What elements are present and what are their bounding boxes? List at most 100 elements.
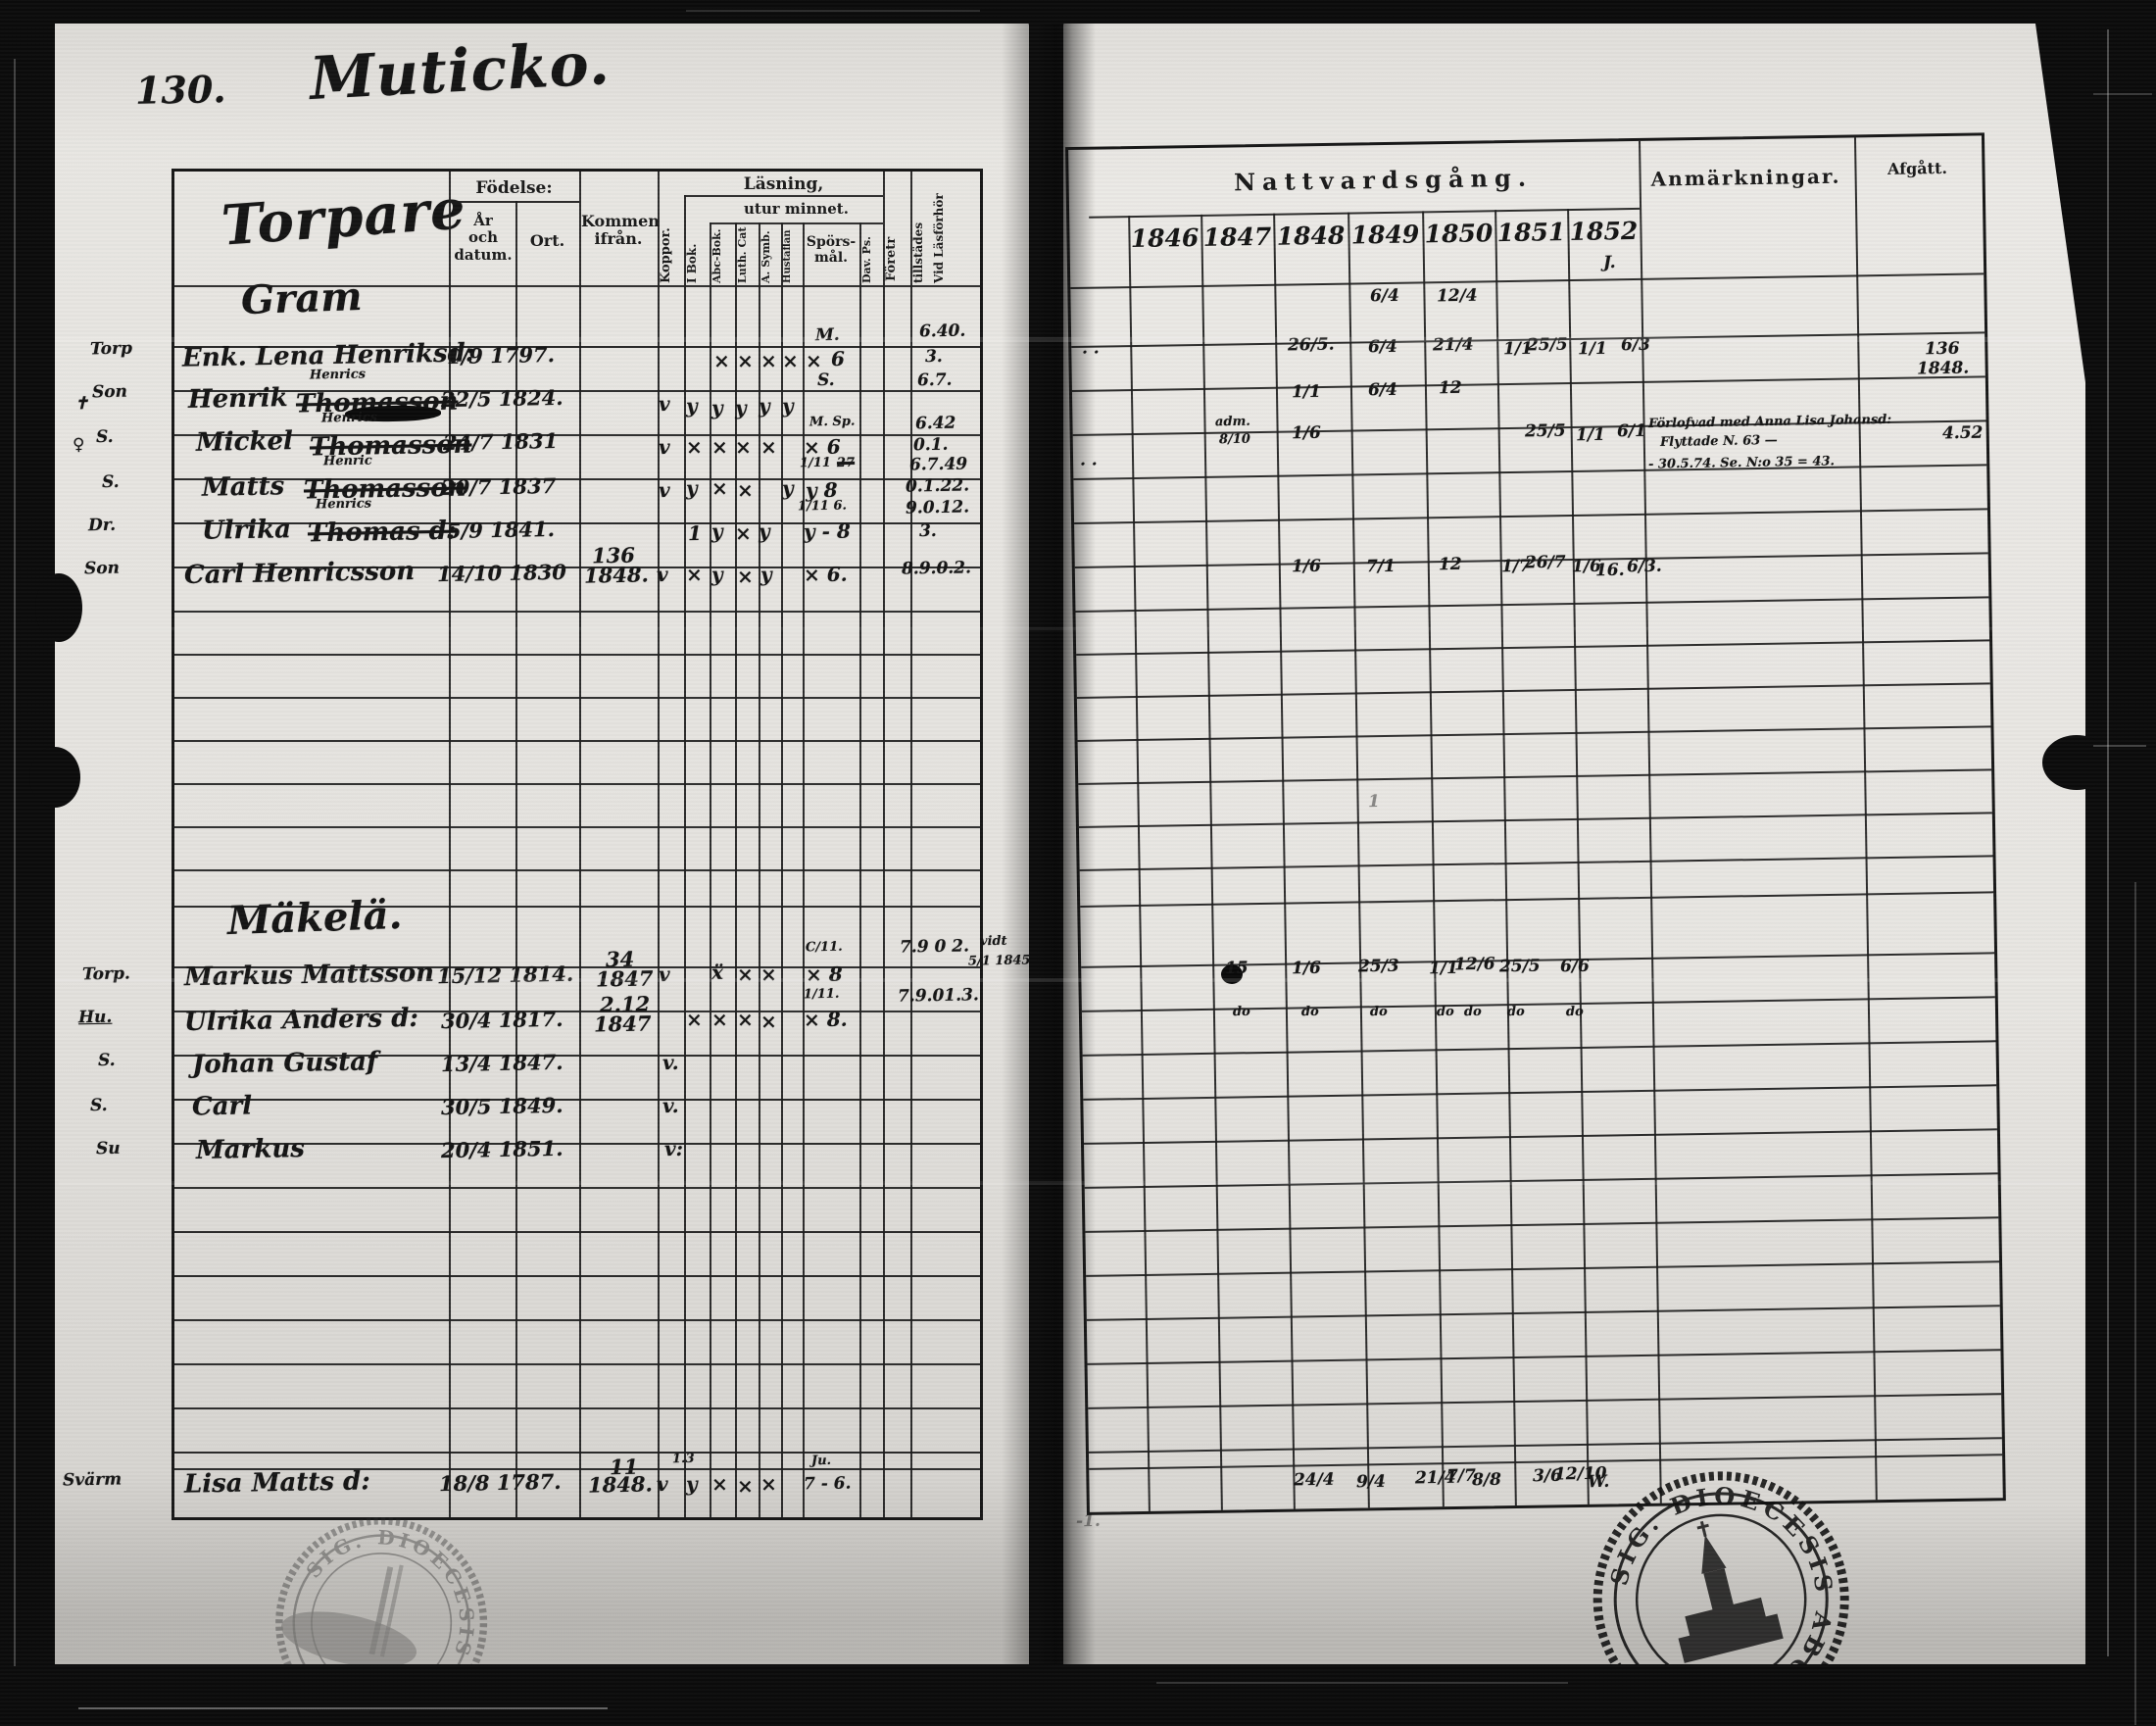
name-correction: Henrics [320,410,378,426]
scratch-line [14,59,16,1666]
grid-line [174,654,980,656]
communion-date: 25/5 [1526,334,1568,356]
handwritten-entry: ẍ [710,960,724,985]
communion-date: 12 [1438,554,1462,575]
handwritten-entry: v [658,391,670,417]
name-correction: Henric [322,453,372,469]
stamp-church-icon [1678,1520,1784,1663]
grid-line [449,201,579,203]
stamp-church-tower [379,1564,404,1657]
handwritten-entry: v. [662,1093,679,1118]
scratch-line [686,10,980,12]
communion-date: 21/4 [1432,334,1474,356]
grid-line [174,1055,980,1057]
handwritten-entry: × [736,348,754,373]
person-name-struck: Thomas d: [307,516,457,549]
communion-date: 26/5. [1287,334,1335,356]
birth-date: 13/4 1847. [440,1049,564,1077]
grid-line [174,611,980,613]
handwritten-entry: × [736,1473,754,1499]
departed-note: 136 [1924,338,1960,360]
household-examination-table: Torpare Födelse: År och datum. Ort. Komm… [172,169,983,1520]
communion-date: 24/4 [1293,1469,1335,1491]
ditto-mark: do [1436,1004,1454,1020]
grid-line [579,172,581,1517]
grid-line [174,966,980,968]
exam-note: 6.7. [916,370,953,391]
exam-note: 3. [924,346,943,368]
grid-line [174,390,980,392]
handwritten-entry: y [685,1471,698,1497]
birth-date: 18/8 1787. [438,1468,562,1497]
communion-date: 6/3. [1626,556,1662,577]
grid-line [174,522,980,524]
handwritten-entry: × [685,434,703,460]
name-correction: Henrics [315,496,372,513]
grid-line [449,172,451,1517]
remark: Flyttade N. 63 — [1659,432,1778,451]
exam-note: 8.9.0.2. [901,558,972,579]
communion-date: 1/6 [1291,422,1322,444]
scratch-line [1156,1682,1568,1684]
communion-date: 15 [1224,958,1249,979]
handwritten-entry: y [758,518,770,544]
margin-title: Dr. [87,515,117,536]
binder-notch [29,747,80,808]
margin-title: Torp [89,338,133,360]
scan-border-left [0,0,55,1726]
handwritten-entry: y [781,393,794,419]
grid-line [910,172,912,1517]
handwritten-entry: y [685,475,698,501]
communion-date: 1/6 [1291,556,1322,577]
handwritten-entry: S. [816,370,835,391]
communion-date: 16. [1594,560,1625,581]
grid-line [174,697,980,699]
birth-date: 15/12 1814. [436,961,574,989]
scratch-line [78,1707,608,1709]
person-name: Carl Henricsson [183,556,416,591]
person-name: Ulrika [201,515,292,546]
ditto-mark: do [1369,1004,1388,1020]
admission-note: adm. [1214,414,1250,430]
birth-date: 5/9 1841. [446,517,556,543]
admission-note: 8/10 [1218,431,1251,448]
stamp-church-tower [368,1566,394,1655]
left-page [54,22,1029,1668]
binder-notch [35,573,82,642]
handwritten-entry: y [710,395,723,420]
margin-title: Svärm [62,1469,122,1491]
scan-border-top [0,0,2156,24]
handwritten-entry: y [734,395,747,420]
grid-line [174,1143,980,1145]
ditto-mark: do [1506,1004,1525,1020]
communion-date: 25/5 [1524,420,1566,442]
person-name: Johan Gustaf [191,1047,378,1080]
grid-line [174,1187,980,1189]
margin-title: S. [101,471,120,493]
ditto-mark: · · [1079,454,1098,475]
header-sporsmal: Spörs- mål. [806,234,857,267]
birth-date: 1/9 1797. [446,342,556,369]
grid-line [174,740,980,742]
handwritten-entry: × [685,562,703,587]
grid-line [174,1452,980,1454]
departed-note: 4.52 [1941,422,1984,444]
grid-line [515,201,517,1517]
margin-title: Hu. [77,1007,113,1028]
handwritten-entry: v [658,477,670,503]
header-kommen-ifran: Kommen ifrån. [581,212,660,249]
handwritten-entry: 6 [830,346,846,371]
grid-line [174,1407,980,1409]
ink-smudge [280,1611,416,1668]
handwritten-entry: × [805,348,822,373]
ditto-mark: do [1232,1004,1250,1020]
handwritten-entry: × [760,434,777,460]
handwritten-entry: y [760,562,772,587]
remark: - 30.5.74. Se. N:o 35 = 43. [1647,454,1836,472]
handwritten-entry: y [685,393,698,419]
exam-note: vidt [979,933,1007,950]
handwritten-entry: × [760,1471,777,1497]
communion-date: 6/4 [1367,379,1398,401]
stray-mark: 1 [1367,791,1381,813]
